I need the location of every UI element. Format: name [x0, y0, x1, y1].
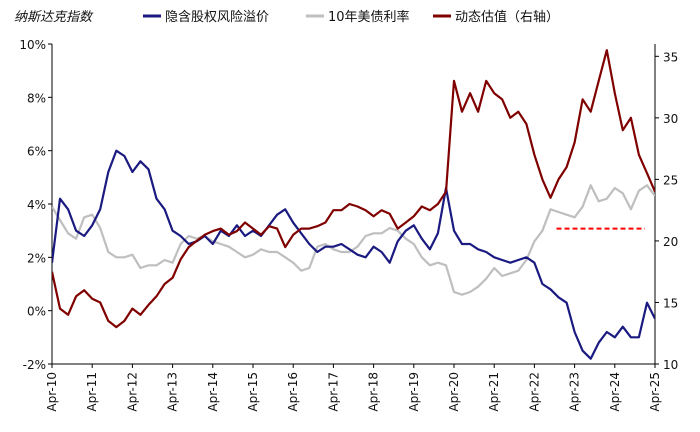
y-left-tick-label: 2% [27, 251, 46, 265]
x-tick-label: Apr-23 [568, 372, 582, 412]
x-tick-label: Apr-16 [286, 372, 300, 412]
y-left-tick-label: 8% [27, 91, 46, 105]
series-line-1 [52, 184, 655, 296]
y-right-tick-label: 35 [663, 50, 678, 64]
x-tick-label: Apr-11 [85, 372, 99, 412]
series-line-2 [52, 49, 655, 329]
x-tick-label: Apr-20 [447, 372, 461, 412]
y-right-tick-label: 30 [663, 112, 678, 126]
x-tick-label: Apr-17 [326, 372, 340, 412]
y-left-tick-label: 4% [27, 198, 46, 212]
legend-label-1: 10年美债利率 [328, 9, 410, 25]
y-right-tick-label: 15 [663, 296, 678, 310]
y-left-tick-label: -2% [23, 358, 46, 372]
x-tick-label: Apr-12 [125, 372, 139, 412]
legend-label-2: 动态估值（右轴） [455, 9, 559, 25]
y-left-tick-label: 0% [27, 305, 46, 319]
x-tick-label: Apr-19 [407, 372, 421, 412]
x-tick-label: Apr-15 [246, 372, 260, 412]
x-tick-label: Apr-14 [206, 372, 220, 412]
x-tick-label: Apr-18 [367, 372, 381, 412]
series-line-0 [52, 149, 655, 360]
y-right-tick-label: 20 [663, 235, 678, 249]
chart-title: 纳斯达克指数 [14, 10, 94, 25]
x-tick-label: Apr-22 [527, 372, 541, 412]
x-tick-label: Apr-25 [648, 372, 662, 412]
y-left-tick-label: 10% [19, 38, 46, 52]
y-right-tick-label: 25 [663, 173, 678, 187]
legend-label-0: 隐含股权风险溢价 [165, 9, 269, 25]
x-tick-label: Apr-21 [487, 372, 501, 412]
x-tick-label: Apr-24 [608, 372, 622, 412]
x-tick-label: Apr-13 [166, 372, 180, 412]
x-tick-label: Apr-10 [45, 372, 59, 412]
y-right-tick-label: 10 [663, 358, 678, 372]
y-left-tick-label: 6% [27, 145, 46, 159]
